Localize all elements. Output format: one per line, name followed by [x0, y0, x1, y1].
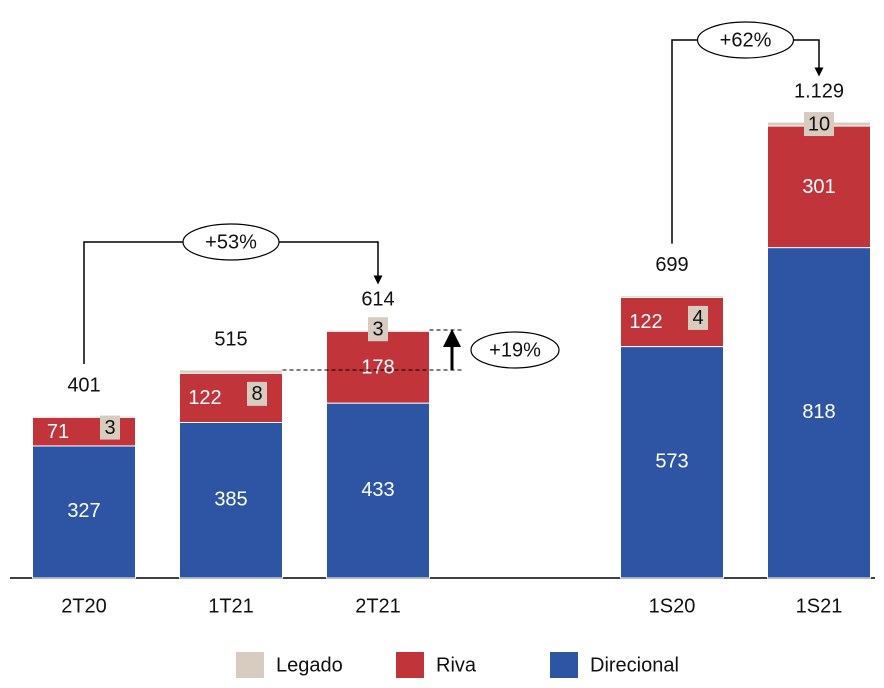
annotation-bubble [182, 223, 280, 261]
label-box [688, 305, 708, 330]
segment-label: 178 [361, 356, 394, 378]
x-tick-label: 2T20 [61, 595, 107, 617]
x-tick-label: 1S20 [649, 595, 696, 617]
bar-segment [32, 415, 136, 418]
segment-label: 327 [67, 500, 100, 522]
legend-swatch [550, 652, 578, 678]
annotation: +19% [489, 339, 541, 361]
segment-label: 3 [372, 319, 383, 341]
x-tick-label: 2T21 [355, 595, 401, 617]
legend-label: Riva [436, 654, 477, 676]
total-label: 614 [361, 288, 394, 310]
x-tick-label: 1T21 [208, 595, 254, 617]
segment-label: 8 [251, 383, 262, 405]
segment-label: 573 [655, 451, 688, 473]
bar-segment [326, 330, 430, 404]
segment-label: 122 [188, 387, 221, 409]
bar-segment [32, 445, 136, 579]
total-label: 515 [214, 328, 247, 350]
legend-label: Direcional [590, 654, 679, 676]
segment-label: 10 [808, 113, 830, 135]
segment-label: 71 [47, 421, 69, 443]
label-box [368, 317, 388, 342]
segment-label: 4 [692, 307, 703, 329]
bar-segment [767, 125, 871, 249]
segment-label: 3 [104, 417, 115, 439]
bar-segment [767, 247, 871, 579]
bar-segment [620, 295, 724, 298]
total-label: 699 [655, 254, 688, 276]
legend-swatch [236, 652, 264, 678]
annotation-bubble [696, 21, 795, 59]
bar-segment [326, 402, 430, 579]
total-label: 1.129 [794, 80, 844, 102]
segment-label: 433 [361, 479, 394, 501]
total-label: 401 [67, 374, 100, 396]
annotation-bubble [470, 331, 560, 369]
segment-label: 818 [802, 401, 835, 423]
bar-segment [620, 346, 724, 579]
segment-label: 122 [629, 311, 662, 333]
label-box [804, 112, 834, 137]
x-tick-label: 1S21 [796, 595, 843, 617]
label-box [247, 381, 267, 406]
legend-label: Legado [276, 654, 343, 676]
bar-segment [179, 369, 283, 374]
annotation: +53% [205, 231, 257, 253]
segment-label: 385 [214, 489, 247, 511]
label-box [100, 415, 120, 440]
bar-segment [179, 421, 283, 579]
legend-swatch [396, 652, 424, 678]
segment-label: 301 [802, 176, 835, 198]
annotation: +62% [720, 29, 772, 51]
